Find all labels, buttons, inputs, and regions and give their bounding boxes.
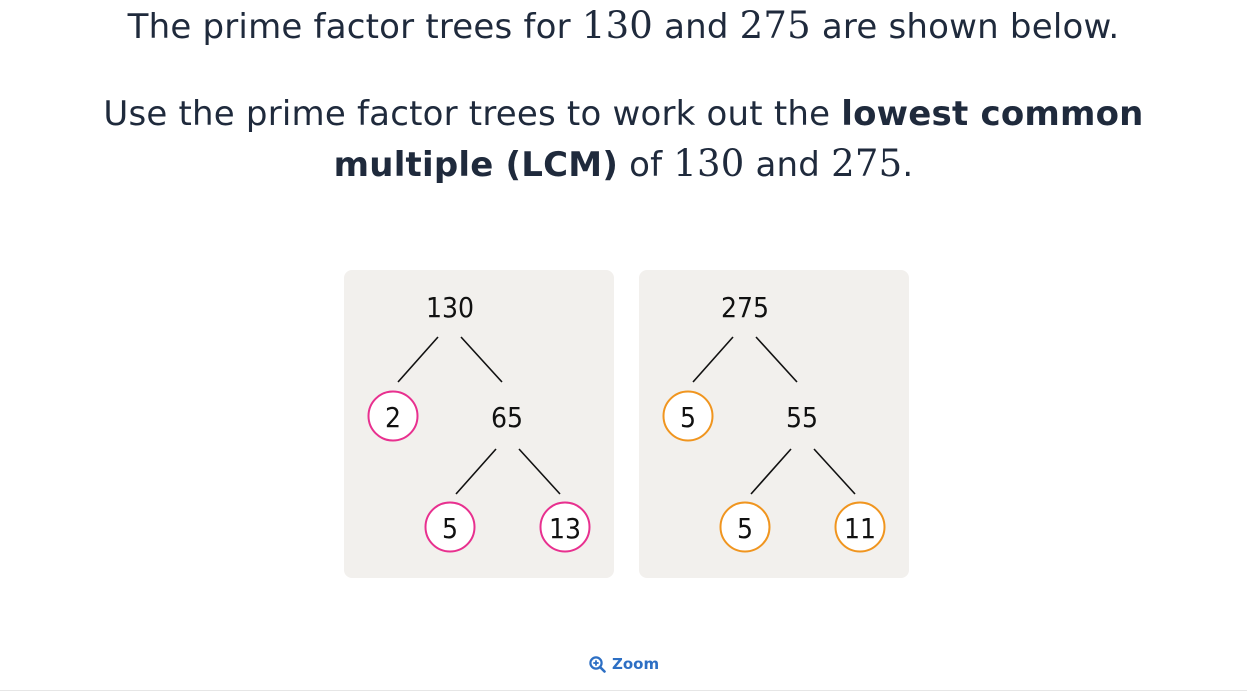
prime-factor: 5 [442, 512, 458, 545]
tree-edge [455, 448, 497, 495]
prime-factor: 11 [844, 512, 876, 545]
prime-circle [719, 501, 771, 553]
question-bold-text: multiple (LCM) [333, 145, 619, 185]
prime-circle [539, 501, 591, 553]
prime-factor: 5 [737, 512, 753, 545]
tree-edge [460, 336, 503, 383]
tree-edge [755, 336, 798, 383]
zoom-button[interactable]: Zoom [589, 653, 659, 675]
number-130: 130 [673, 142, 745, 185]
question-text: are shown below. [810, 7, 1120, 47]
factor-tree-130: 130 2 65 5 13 [344, 270, 614, 578]
prime-factor: 13 [549, 512, 581, 545]
number-275: 275 [831, 142, 903, 185]
zoom-label[interactable]: Zoom [612, 655, 660, 673]
question-text: of [618, 145, 674, 185]
zoom-in-icon [589, 655, 606, 673]
prime-circle [424, 501, 476, 553]
question-text: Use the prime factor trees to work out t… [103, 94, 842, 134]
question-text: and [653, 7, 740, 47]
prime-circle [662, 390, 714, 442]
question-line-2: Use the prime factor trees to work out t… [0, 94, 1247, 134]
tree-edge [397, 336, 439, 383]
number-275: 275 [739, 4, 811, 47]
tree-edge [518, 448, 561, 495]
question-bold-text: lowest common [841, 94, 1144, 134]
tree-branch-number: 65 [491, 401, 523, 434]
factor-tree-275-diagram: 275 5 55 5 11 [662, 291, 886, 553]
question-text: and [744, 145, 832, 185]
tree-edge [692, 336, 734, 383]
question-text: The prime factor trees for [127, 7, 582, 47]
prime-circle [367, 390, 419, 442]
tree-branch-number: 55 [786, 401, 818, 434]
question-text: . [902, 145, 914, 185]
tree-root: 275 [721, 291, 769, 324]
question-line-3: multiple (LCM) of 130 and 275. [0, 142, 1247, 185]
tree-root: 130 [426, 291, 474, 324]
factor-tree-130-diagram: 130 2 65 5 13 [367, 291, 591, 553]
tree-edge [750, 448, 792, 495]
question-line-1: The prime factor trees for 130 and 275 a… [0, 4, 1247, 47]
prime-circle [834, 501, 886, 553]
tree-edge [813, 448, 856, 495]
bottom-divider [0, 690, 1247, 691]
number-130: 130 [581, 4, 654, 47]
prime-factor: 2 [385, 401, 401, 434]
factor-tree-275: 275 5 55 5 11 [639, 270, 909, 578]
prime-factor: 5 [680, 401, 696, 434]
